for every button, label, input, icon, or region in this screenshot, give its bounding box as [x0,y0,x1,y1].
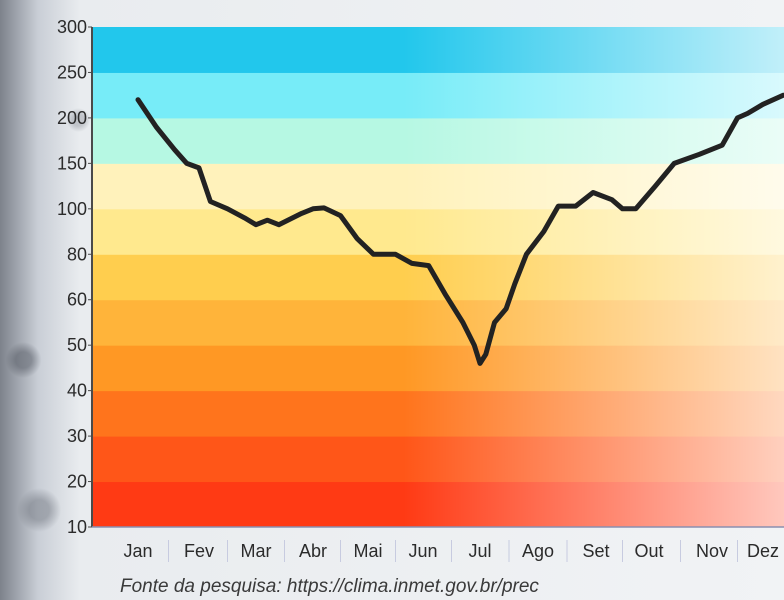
month-label: Set [582,541,609,561]
y-tick-label: 30 [67,426,87,446]
month-label: Jul [468,541,491,561]
month-label: Out [634,541,663,561]
month-label: Ago [522,541,554,561]
series-line-group [135,92,784,366]
y-tick-label: 150 [57,153,87,173]
month-label: Mai [353,541,382,561]
y-tick-label: 200 [57,108,87,128]
y-tick-label: 20 [67,472,87,492]
y-tick-label: 100 [57,199,87,219]
month-label: Jan [123,541,152,561]
y-tick-label: 10 [67,517,87,537]
month-label: Mar [241,541,272,561]
month-label: Abr [299,541,327,561]
month-label: Nov [696,541,728,561]
month-labels: Jan Fev Mar Abr Mai Jun Jul Ago Set Out Nov Dez [123,540,779,562]
series-line [135,92,784,366]
y-tick-labels: 10 20 30 40 50 60 80 100 150 200 250 300 [57,17,92,537]
y-tick-label: 40 [67,381,87,401]
y-tick-label: 300 [57,17,87,37]
month-label: Jun [408,541,437,561]
month-label: Fev [184,541,214,561]
month-label: Dez [747,541,779,561]
y-tick-label: 80 [67,244,87,264]
y-tick-label: 60 [67,290,87,310]
y-tick-label: 250 [57,62,87,82]
y-tick-label: 50 [67,335,87,355]
source-caption: Fonte da pesquisa: https://clima.inmet.g… [120,576,539,597]
